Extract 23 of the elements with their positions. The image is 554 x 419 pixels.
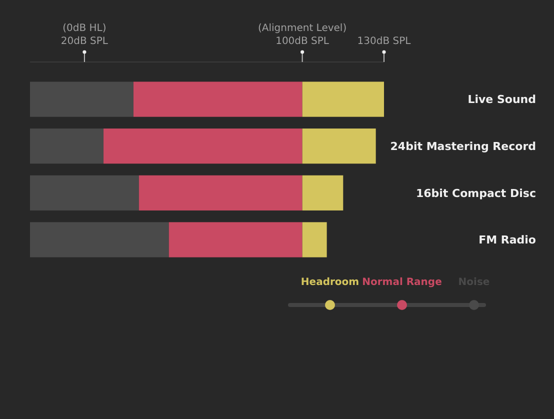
bar xyxy=(30,175,139,210)
bar xyxy=(302,222,327,258)
bar xyxy=(30,82,134,117)
bar xyxy=(168,222,302,258)
bar xyxy=(133,82,302,117)
bar xyxy=(30,222,169,258)
bar xyxy=(302,128,376,164)
bar xyxy=(104,128,302,164)
bar xyxy=(302,82,384,117)
text: (0dB HL) xyxy=(62,23,106,34)
bar xyxy=(302,175,344,210)
bar xyxy=(138,175,302,210)
y-tick-label: 16bit Compact Disc xyxy=(416,186,536,200)
x-tick-label: 130dB SPL xyxy=(357,36,412,47)
bar xyxy=(30,128,104,164)
series-label: Headroom xyxy=(300,277,360,288)
y-tick-label: 24bit Mastering Record xyxy=(390,140,536,153)
y-tick-label: FM Radio xyxy=(478,234,536,247)
y-tick-label: Live Sound xyxy=(468,93,536,106)
text: Normal Range xyxy=(362,277,442,288)
x-tick-label: 20dB SPL xyxy=(60,36,108,47)
x-tick-label: 100dB SPL xyxy=(276,36,330,47)
text: (Alignment Level) xyxy=(258,23,347,34)
